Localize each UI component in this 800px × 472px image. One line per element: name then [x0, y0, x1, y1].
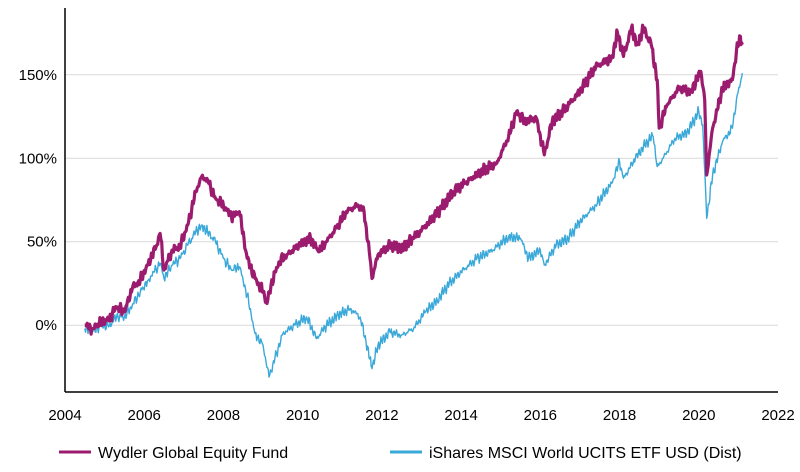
y-tick-label-2: 100% — [19, 150, 57, 167]
x-tick-label-7: 2018 — [603, 407, 636, 424]
x-tick-label-2: 2008 — [207, 407, 240, 424]
x-tick-label-4: 2012 — [365, 407, 398, 424]
series-line-0 — [83, 23, 744, 336]
y-tick-label-0: 0% — [35, 317, 57, 334]
legend-label-wydler: Wydler Global Equity Fund — [98, 445, 288, 462]
series-lines — [83, 23, 744, 378]
x-tick-label-1: 2006 — [128, 407, 161, 424]
x-tick-label-8: 2020 — [682, 407, 715, 424]
grid-lines — [65, 74, 778, 326]
x-tick-label-9: 2022 — [761, 407, 794, 424]
x-tick-label-0: 2004 — [48, 407, 81, 424]
legend: Wydler Global Equity Fund iShares MSCI W… — [59, 445, 742, 462]
x-tick-labels: 2004 2006 2008 2010 2012 2014 2016 2018 2020 2022 — [48, 407, 794, 424]
y-tick-label-1: 50% — [27, 234, 57, 251]
x-tick-label-5: 2014 — [444, 407, 477, 424]
y-tick-label-3: 150% — [19, 67, 57, 84]
x-tick-label-3: 2010 — [286, 407, 319, 424]
y-tick-labels: 0% 50% 100% 150% — [19, 67, 57, 334]
series-line-1 — [84, 72, 743, 378]
x-tick-label-6: 2016 — [524, 407, 557, 424]
legend-label-ishares: iShares MSCI World UCITS ETF USD (Dist) — [429, 445, 742, 462]
